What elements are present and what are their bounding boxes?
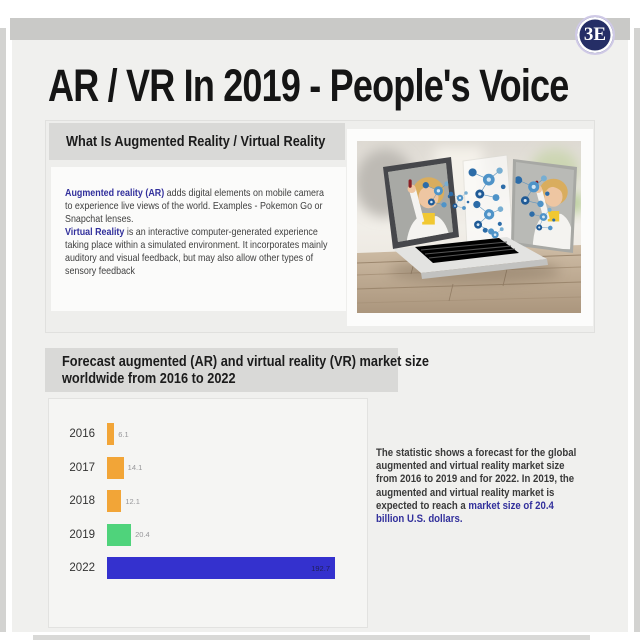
photo-frame: [347, 129, 593, 326]
chart-bar: [107, 423, 115, 445]
section-what-is-heading: What Is Augmented Reality / Virtual Real…: [66, 133, 326, 150]
right-edge-strip: [634, 28, 640, 640]
chart-bar: 192.7: [107, 557, 335, 579]
chart-category-label: 2019: [69, 528, 95, 541]
chart-row: 2022 192.7: [49, 557, 367, 579]
chart-value-label: 6.1: [118, 429, 129, 439]
forecast-description-highlight: market size of 20.4 billion U.S. dollars…: [376, 499, 554, 526]
chart-category-label: 2017: [69, 461, 95, 474]
forecast-description-text: The statistic shows a forecast for the g…: [376, 447, 577, 512]
chart-bar: [107, 456, 124, 479]
market-size-bar-chart: 2016 6.1 2017 14.1 2018 12.1 2019 20.4 2022 192.7: [48, 398, 368, 628]
section-what-is-header: What Is Augmented Reality / Virtual Real…: [49, 123, 345, 160]
page-title: AR / VR In 2019 - People's Voice: [48, 60, 569, 111]
chart-row: 2018 12.1: [49, 490, 367, 512]
ar-definition-lead: Augmented reality (AR): [65, 187, 165, 199]
definition-textbox: Augmented reality (AR) adds digital elem…: [51, 167, 346, 311]
chart-bar: [107, 523, 132, 546]
chart-value-label: 14.1: [127, 463, 143, 472]
vr-definition-lead: Virtual Reality: [65, 226, 125, 238]
top-band: [10, 18, 630, 40]
arvr-photo-illustration: [357, 141, 581, 313]
forecast-heading-line2: worldwide from 2016 to 2022: [62, 370, 236, 387]
chart-category-label: 2022: [69, 562, 95, 574]
chart-value-label: 192.7: [311, 563, 330, 573]
chart-row: 2017 14.1: [49, 456, 367, 479]
ar-definition-text: adds digital elements on mobile camera t…: [65, 187, 324, 225]
chart-category-label: 2016: [69, 428, 95, 440]
forecast-heading-line1: Forecast augmented (AR) and virtual real…: [62, 353, 430, 370]
chart-row: 2016 6.1: [49, 423, 367, 445]
chart-bar: [107, 490, 122, 512]
section-forecast-header: Forecast augmented (AR) and virtual real…: [45, 348, 430, 392]
bar-chart-rows: 2016 6.1 2017 14.1 2018 12.1 2019 20.4 2022 192.7: [49, 423, 367, 579]
arvr-laptop-photo: [357, 141, 581, 313]
brand-logo: 3E: [575, 15, 615, 55]
section-what-is: What Is Augmented Reality / Virtual Real…: [45, 120, 595, 333]
forecast-description: The statistic shows a forecast for the g…: [376, 447, 579, 526]
brand-logo-text: 3E: [583, 24, 607, 45]
left-edge-strip: [0, 28, 6, 640]
chart-row: 2019 20.4: [49, 523, 367, 546]
chart-value-label: 20.4: [135, 530, 150, 539]
next-section-header-peek: [33, 635, 590, 640]
vr-definition-text: is an interactive computer-generated exp…: [65, 226, 328, 277]
chart-category-label: 2018: [69, 495, 95, 507]
chart-value-label: 12.1: [125, 496, 140, 506]
